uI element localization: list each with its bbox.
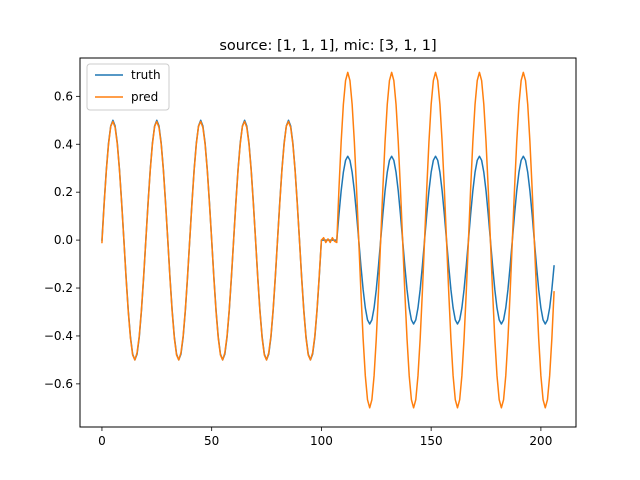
legend: truth pred [86,63,170,111]
axes-frame [79,57,577,428]
legend-label-pred: pred [131,90,158,104]
x-tick-label: 150 [420,434,443,448]
plot-area [101,71,555,409]
y-tick-label: 0.6 [54,89,73,103]
x-tick-label: 50 [204,434,219,448]
y-tick-label: −0.2 [44,281,73,295]
x-tick-label: 0 [98,434,106,448]
chart-title: source: [1, 1, 1], mic: [3, 1, 1] [219,38,436,54]
y-tick-label: 0.4 [54,137,73,151]
y-tick-label: 0.2 [54,185,73,199]
y-tick-label: −0.6 [44,377,73,391]
legend-label-truth: truth [131,68,161,82]
y-tick-label: 0.0 [54,233,73,247]
x-tick-label: 100 [310,434,333,448]
y-tick-label: −0.4 [44,329,73,343]
y-axis: −0.6 −0.4 −0.2 0.0 0.2 0.4 0.6 [44,89,80,391]
x-tick-label: 200 [529,434,552,448]
x-axis: 0 50 100 150 200 [98,427,552,448]
series-line-pred [101,71,555,409]
